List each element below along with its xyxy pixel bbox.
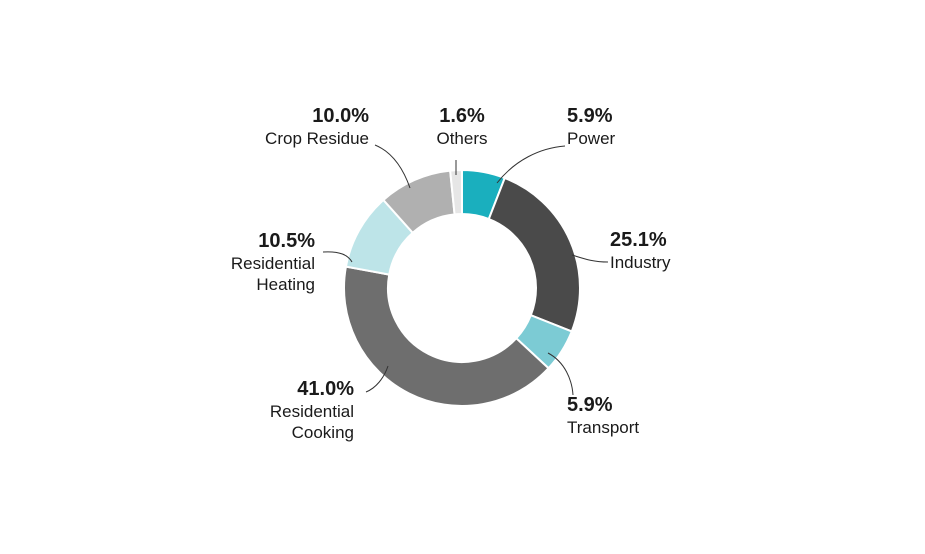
label-others-value: 1.6%: [439, 105, 485, 127]
label-residential-heating: 10.5% Residential Heating: [231, 229, 315, 296]
label-power-value: 5.9%: [567, 105, 613, 127]
slice-residential-cooking: [343, 265, 550, 407]
leader-line-crop-residue: [374, 144, 411, 189]
label-others: 1.6% Others: [412, 104, 512, 149]
label-others-name: Others: [436, 129, 488, 148]
leader-line-transport: [547, 352, 574, 396]
label-transport-value: 5.9%: [567, 394, 613, 416]
label-residential-heating-value: 10.5%: [258, 230, 315, 252]
label-crop-residue-value: 10.0%: [312, 105, 369, 127]
label-crop-residue: 10.0% Crop Residue: [265, 104, 369, 149]
leader-line-residential-heating: [322, 251, 353, 263]
label-residential-cooking: 41.0% Residential Cooking: [270, 377, 354, 444]
leader-line-industry: [571, 254, 609, 263]
slice-others: [449, 168, 463, 216]
label-residential-cooking-value: 41.0%: [297, 378, 354, 400]
label-residential-cooking-name-1: Residential: [269, 402, 354, 421]
label-residential-heating-name-1: Residential: [230, 254, 315, 273]
slice-industry: [487, 176, 581, 333]
leader-line-residential-cooking: [365, 365, 389, 393]
label-residential-cooking-name-2: Cooking: [291, 423, 354, 443]
donut-slices: [343, 168, 581, 407]
label-transport: 5.9% Transport: [567, 393, 639, 438]
label-crop-residue-name: Crop Residue: [265, 129, 369, 148]
label-power: 5.9% Power: [567, 104, 615, 149]
leader-line-power: [496, 145, 566, 184]
leader-lines: [322, 144, 609, 396]
label-residential-heating-name-2: Heating: [256, 275, 315, 295]
label-transport-name: Transport: [567, 418, 640, 437]
label-industry: 25.1% Industry: [610, 228, 670, 273]
label-industry-name: Industry: [610, 253, 671, 272]
label-power-name: Power: [567, 129, 616, 148]
label-industry-value: 25.1%: [610, 229, 667, 251]
